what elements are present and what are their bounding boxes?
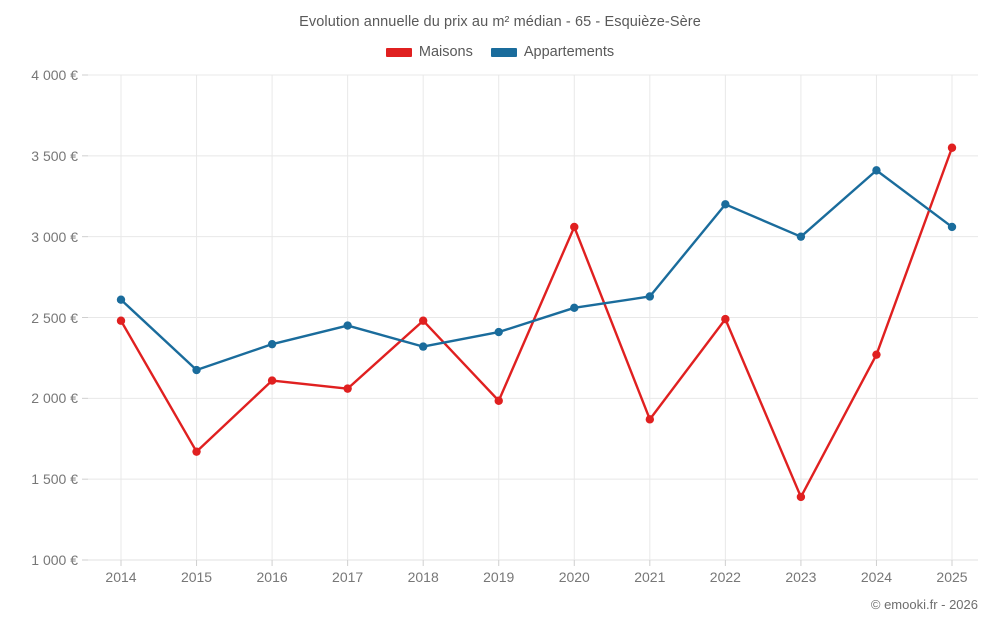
x-axis-label: 2023 [785,569,817,585]
data-point[interactable] [494,327,503,337]
x-axis-label: 2020 [558,569,590,585]
x-axis-label: 2021 [634,569,666,585]
x-axis-label: 2015 [180,569,213,585]
data-point[interactable] [645,415,655,424]
plot-svg [82,74,978,566]
x-axis-label: 2018 [407,569,439,585]
data-point[interactable] [796,232,806,241]
y-axis-label: 2 500 € [31,309,78,326]
x-axis-label: 2022 [709,569,741,585]
data-point[interactable] [721,314,730,324]
x-axis-label: 2017 [332,569,364,585]
data-point[interactable] [947,222,957,232]
data-point[interactable] [494,396,503,405]
chart-legend: Maisons Appartements [0,44,1000,60]
x-axis-label: 2019 [483,569,515,585]
data-point[interactable] [192,365,201,375]
data-point[interactable] [570,222,579,232]
data-point[interactable] [116,316,126,325]
y-axis-label: 1 500 € [31,471,78,488]
data-point[interactable] [872,166,881,175]
y-axis: 1 000 € 1 500 € 2 000 € 2 500 € 3 000 € 3 500… [0,0,78,625]
credit-text: © emooki.fr - 2026 [870,597,978,612]
y-axis-label: 3 500 € [31,147,78,164]
x-axis-label: 2016 [256,569,288,585]
x-axis-label: 2014 [105,569,137,585]
data-point[interactable] [645,292,655,301]
plot-area [82,70,978,566]
legend-swatch-icon [385,47,412,57]
x-axis-label: 2024 [860,569,893,585]
legend-label: Appartements [523,44,615,60]
data-point[interactable] [872,350,881,359]
chart-title: Evolution annuelle du prix au m² médian … [299,14,701,30]
data-point[interactable] [267,339,277,349]
data-point[interactable] [343,384,352,393]
legend-item-maisons[interactable]: Maisons [385,44,473,60]
y-axis-label: 4 000 € [31,67,78,83]
series-line-maisons [119,146,954,499]
x-axis-label: 2025 [936,569,968,585]
data-point[interactable] [192,447,201,456]
data-point[interactable] [116,295,126,304]
data-point[interactable] [796,492,806,502]
data-point[interactable] [343,321,352,330]
legend-label: Maisons [418,44,473,60]
data-point[interactable] [721,200,730,209]
data-point[interactable] [947,143,957,152]
data-point[interactable] [570,303,579,312]
y-axis-label: 2 000 € [31,390,78,407]
legend-item-appartements[interactable]: Appartements [490,44,615,60]
series-line-appartements [119,169,954,372]
legend-swatch-icon [490,47,517,57]
data-point[interactable] [267,376,277,385]
y-axis-label: 3 000 € [31,228,78,245]
data-point[interactable] [418,342,428,351]
data-point[interactable] [418,316,428,325]
y-axis-label: 1 000 € [31,552,78,568]
